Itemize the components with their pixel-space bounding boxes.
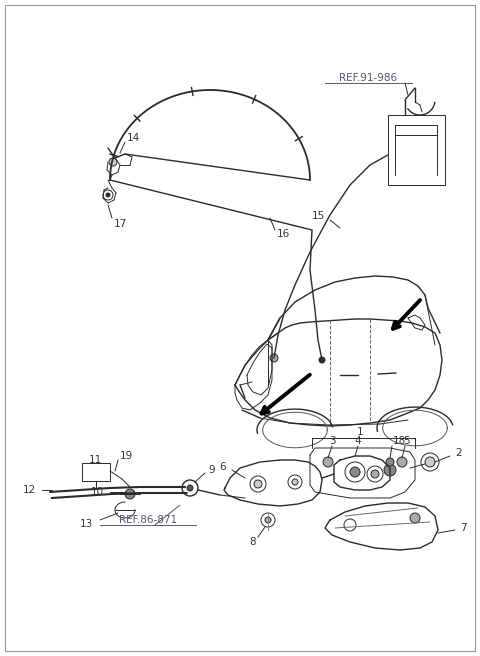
Text: 8: 8 [250,537,256,547]
Text: 1: 1 [357,427,363,437]
Text: REF.91-986: REF.91-986 [339,73,397,83]
Circle shape [270,354,278,362]
Circle shape [109,158,117,166]
Circle shape [125,489,135,499]
Text: 9: 9 [208,465,215,475]
Text: 15: 15 [312,211,325,221]
Text: 2: 2 [455,448,462,458]
Circle shape [410,513,420,523]
Text: 10: 10 [91,487,104,497]
Text: 17: 17 [114,219,127,229]
Text: 4: 4 [355,436,361,446]
Circle shape [265,517,271,523]
Circle shape [254,480,262,488]
Bar [82,463,110,481]
Circle shape [425,457,435,467]
Circle shape [187,485,193,491]
Text: 7: 7 [460,523,467,533]
Text: 5: 5 [404,436,410,446]
Text: 18: 18 [393,436,406,446]
Circle shape [319,357,325,363]
Circle shape [323,457,333,467]
Text: 14: 14 [127,133,140,143]
Text: 16: 16 [277,229,290,239]
Text: REF.86-871: REF.86-871 [119,515,177,525]
Text: 6: 6 [219,462,226,472]
Bar [388,115,445,185]
Circle shape [106,193,110,197]
Circle shape [397,457,407,467]
Circle shape [350,467,360,477]
Circle shape [384,464,396,476]
Text: 12: 12 [23,485,36,495]
Text: 19: 19 [120,451,133,461]
Circle shape [371,470,379,478]
Circle shape [386,458,394,466]
Text: 13: 13 [80,519,93,529]
Circle shape [292,479,298,485]
Text: 3: 3 [329,436,336,446]
Text: 11: 11 [88,455,102,465]
